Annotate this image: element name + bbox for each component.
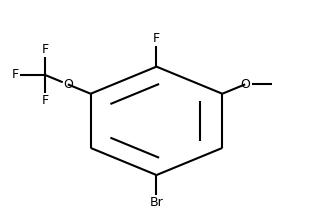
Text: F: F bbox=[41, 94, 49, 107]
Text: F: F bbox=[153, 32, 160, 45]
Text: F: F bbox=[41, 43, 49, 56]
Text: O: O bbox=[240, 78, 250, 91]
Text: Br: Br bbox=[150, 196, 163, 209]
Text: O: O bbox=[63, 78, 73, 91]
Text: F: F bbox=[12, 69, 19, 82]
